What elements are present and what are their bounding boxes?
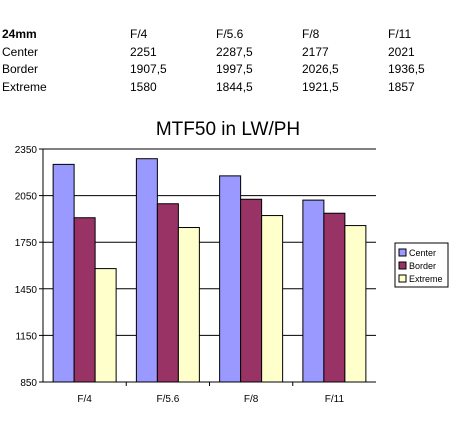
table-cell: 2177 xyxy=(302,44,329,59)
x-tick-label: F/8 xyxy=(244,394,259,405)
table-header-cell: F/5.6 xyxy=(216,27,244,41)
y-tick-label: 1450 xyxy=(15,285,38,296)
bar xyxy=(177,227,200,383)
legend-label: Extreme xyxy=(409,274,443,284)
bar xyxy=(323,212,346,383)
y-tick-label: 1150 xyxy=(15,331,37,342)
x-tick-label: F/4 xyxy=(77,394,92,405)
table-cell: 1580 xyxy=(130,79,157,94)
table-header-row: 24mm F/4 F/5.6 F/8 F/11 xyxy=(2,26,448,44)
bar xyxy=(135,158,158,383)
table-row: Center 2251 2287,5 2177 2021 xyxy=(2,44,448,62)
bar xyxy=(261,215,284,383)
y-tick-label: 1750 xyxy=(15,238,38,249)
legend-swatch xyxy=(398,261,407,270)
table-cell: 2287,5 xyxy=(216,44,253,59)
table-header-cell: F/4 xyxy=(130,27,148,41)
bar xyxy=(302,199,325,383)
table-row: Border 1907,5 1997,5 2026,5 1936,5 xyxy=(2,61,448,79)
y-tick-label: 2350 xyxy=(15,145,38,156)
y-tick-label: 850 xyxy=(20,378,37,389)
table-header-cell: F/8 xyxy=(302,27,320,41)
legend-label: Border xyxy=(409,261,436,271)
bar xyxy=(240,198,263,383)
legend: Center Border Extreme xyxy=(394,242,449,288)
x-tick-label: F/11 xyxy=(325,394,345,405)
table-cell: 1857 xyxy=(388,79,415,94)
table-cell: 1921,5 xyxy=(302,79,339,94)
legend-label: Center xyxy=(409,248,436,258)
table-header-cell: F/11 xyxy=(388,27,412,41)
table-row-label: Extreme xyxy=(2,79,47,94)
table-row-label: Border xyxy=(2,62,39,76)
y-tick-label: 2050 xyxy=(15,192,38,203)
table-cell: 1936,5 xyxy=(388,62,425,76)
bar xyxy=(156,203,179,383)
table-header-cell: 24mm xyxy=(2,27,37,41)
table-cell: 1997,5 xyxy=(216,62,253,76)
legend-swatch xyxy=(398,248,407,257)
table-cell: 2026,5 xyxy=(302,62,339,76)
plot-area: 850 1150 1450 1750 2050 2350 F/4 F/5.6 F/8 F/11 xyxy=(15,145,376,405)
bar xyxy=(73,217,96,383)
chart-title: MTF50 in LW/PH xyxy=(156,119,300,140)
bar xyxy=(219,175,242,383)
table-row: Extreme 1580 1844,5 1921,5 1857 xyxy=(2,79,448,97)
table-cell: 1907,5 xyxy=(130,62,167,76)
bar xyxy=(344,225,367,383)
bar xyxy=(52,163,75,383)
x-tick-label: F/5.6 xyxy=(156,394,179,405)
bar xyxy=(94,268,117,383)
table-cell: 2251 xyxy=(130,44,157,59)
legend-swatch xyxy=(398,274,407,283)
table-cell: 1844,5 xyxy=(216,79,253,94)
table-row-label: Center xyxy=(2,44,39,59)
data-table: 24mm F/4 F/5.6 F/8 F/11 Center 2251 2287… xyxy=(2,26,448,96)
table-cell: 2021 xyxy=(388,44,415,59)
